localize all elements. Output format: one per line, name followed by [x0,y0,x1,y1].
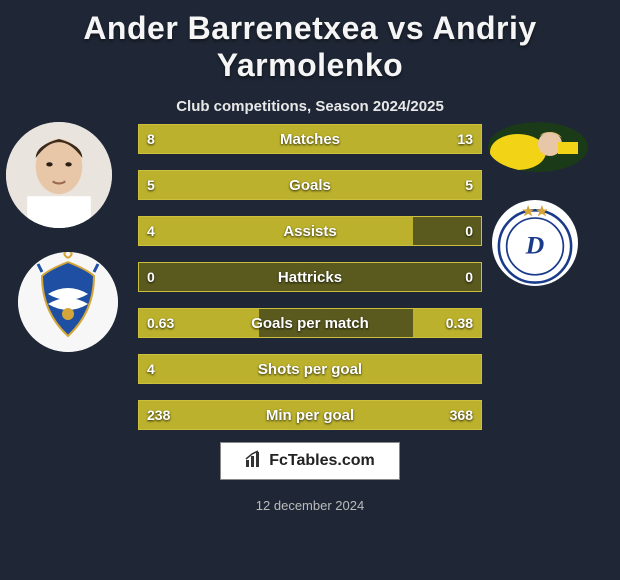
stat-row: 4Shots per goal [138,354,482,384]
brand-label: FcTables.com [269,452,375,470]
stat-row: 238368Min per goal [138,400,482,430]
stat-row: 813Matches [138,124,482,154]
stat-row: 0.630.38Goals per match [138,308,482,338]
stat-row: 55Goals [138,170,482,200]
stat-row: 40Assists [138,216,482,246]
subtitle: Club competitions, Season 2024/2025 [0,98,620,115]
player1-club-badge [18,252,118,352]
stat-label: Goals per match [139,309,481,337]
stat-row: 00Hattricks [138,262,482,292]
player1-avatar [6,122,112,228]
stat-label: Assists [139,217,481,245]
stat-label: Hattricks [139,263,481,291]
comparison-chart: 813Matches 55Goals 40Assists 00Hattricks 0.6… [138,124,482,446]
chart-icon [245,450,263,473]
brand-badge[interactable]: FcTables.com [220,442,400,480]
stat-label: Min per goal [139,401,481,429]
svg-text:D: D [525,230,545,259]
player2-club-badge: D [492,200,578,286]
stat-label: Matches [139,125,481,153]
player2-avatar [488,122,588,172]
date-label: 12 december 2024 [0,498,620,513]
page-title: Ander Barrenetxea vs Andriy Yarmolenko [0,0,620,84]
stat-label: Goals [139,171,481,199]
stat-label: Shots per goal [139,355,481,383]
